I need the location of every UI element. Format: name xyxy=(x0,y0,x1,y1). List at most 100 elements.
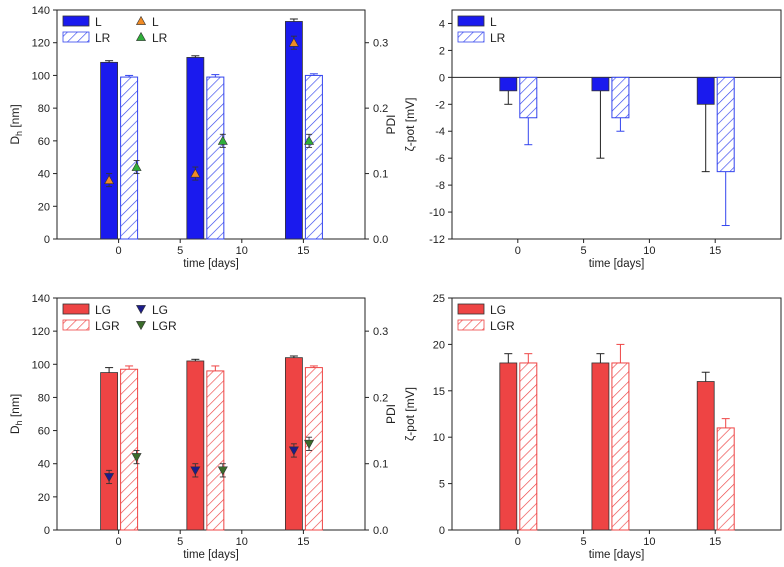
legend-marker-lgr xyxy=(135,321,147,331)
x-tick-label: 15 xyxy=(297,536,309,548)
pdi-marker-lr xyxy=(304,135,315,145)
legend-swatch-lr xyxy=(457,31,485,43)
bar-lg xyxy=(499,362,518,531)
legend-marker-lr xyxy=(135,31,147,41)
y-tick-label: 0 xyxy=(44,525,50,537)
x-axis-label: time [days] xyxy=(589,549,645,561)
y2-tick-label: 0.0 xyxy=(373,234,388,246)
chart-bl: 0 5 10 15 time [days] 0 20 40 60 80 100 120 140 Dh [n… xyxy=(8,293,398,561)
bar-lgr xyxy=(206,370,225,531)
y-tick-label: 40 xyxy=(38,459,50,471)
x-axis-label: time [days] xyxy=(183,258,239,270)
x-tick-label: 0 xyxy=(515,245,521,257)
y-tick-label: 40 xyxy=(38,169,50,181)
bar-lg xyxy=(186,360,205,531)
x-tick-label: 10 xyxy=(643,536,655,548)
y-tick-label: 100 xyxy=(32,70,50,82)
bar-lr xyxy=(716,76,735,173)
legend-swatch-lgr xyxy=(457,319,485,331)
bar-l xyxy=(284,21,303,240)
legend-marker-l xyxy=(135,15,147,25)
y-tick-label: 2 xyxy=(439,45,445,57)
legend-label-lg: LG xyxy=(95,303,111,317)
pdi-marker-l xyxy=(104,174,115,185)
y-tick-label: 60 xyxy=(38,426,50,438)
legend-marker-label-lr: LR xyxy=(152,31,168,45)
legend-marker-label-lg: LG xyxy=(152,303,168,317)
y2-tick-label: 0.3 xyxy=(373,326,388,338)
y-tick-label: 0 xyxy=(439,72,445,84)
y-tick-label: -4 xyxy=(435,126,445,138)
x-axis-label: time [days] xyxy=(589,258,645,270)
y-tick-label: -6 xyxy=(435,153,445,165)
x-tick-label: 5 xyxy=(581,245,587,257)
y2-axis-label: PDI xyxy=(384,114,398,134)
y-axis-label: Dh [nm] xyxy=(8,104,24,144)
pdi-marker-lgr xyxy=(217,466,228,476)
x-tick-label: 0 xyxy=(116,536,122,548)
bar-l xyxy=(591,76,610,92)
bar-lgr xyxy=(519,362,538,531)
x-tick-label: 0 xyxy=(116,245,122,257)
legend-marker-label-lgr: LGR xyxy=(152,319,177,333)
bar-lr xyxy=(519,76,538,119)
y2-tick-label: 0.2 xyxy=(373,103,388,115)
legend-swatch-l xyxy=(457,15,485,27)
x-tick-label: 5 xyxy=(581,536,587,548)
y-tick-label: 140 xyxy=(32,293,50,305)
legend-swatch-l xyxy=(62,15,90,27)
x-tick-label: 15 xyxy=(709,245,721,257)
bar-lr xyxy=(611,76,630,119)
legend-label-lgr: LGR xyxy=(490,319,515,333)
y2-tick-label: 0.2 xyxy=(373,392,388,404)
y-tick-label: -10 xyxy=(429,207,445,219)
y2-tick-label: 0.3 xyxy=(373,38,388,50)
pdi-marker-lr xyxy=(131,161,142,171)
bar-lg xyxy=(591,362,610,531)
legend-label-lr: LR xyxy=(490,31,506,45)
bar-lgr xyxy=(611,362,630,531)
x-tick-label: 5 xyxy=(177,245,183,257)
x-tick-label: 5 xyxy=(177,536,183,548)
y-tick-label: 80 xyxy=(38,392,50,404)
legend-marker-lg xyxy=(135,305,147,315)
chart-br: 0 5 10 15 time [days] 0 5 10 15 20 25 ζ-pot [mV] LG L… xyxy=(403,293,782,561)
x-tick-label: 10 xyxy=(236,245,248,257)
plot-frame xyxy=(451,9,782,240)
legend-swatch-lg xyxy=(62,303,90,315)
pdi-marker-lr xyxy=(217,135,228,145)
pdi-marker-lgr xyxy=(304,439,315,449)
legend-label-lr: LR xyxy=(95,31,111,45)
y-tick-label: 4 xyxy=(439,18,445,30)
y-tick-label: 10 xyxy=(433,432,445,444)
bar-lgr xyxy=(716,427,735,531)
pdi-marker-l xyxy=(288,37,299,47)
y2-tick-label: 0.0 xyxy=(373,525,388,537)
y-tick-label: -2 xyxy=(435,99,445,111)
y-axis-label: ζ-pot [mV] xyxy=(403,387,417,441)
legend-swatch-lgr xyxy=(62,319,90,331)
x-tick-label: 15 xyxy=(709,536,721,548)
y-tick-label: 80 xyxy=(38,103,50,115)
pdi-marker-lg xyxy=(288,446,299,456)
bar-lr xyxy=(120,76,139,240)
y-tick-label: 15 xyxy=(433,386,445,398)
y-tick-label: 20 xyxy=(38,201,50,213)
bar-lgr xyxy=(120,368,139,531)
y-tick-label: -12 xyxy=(429,234,445,246)
legend-label-lg: LG xyxy=(490,303,506,317)
legend-label-lgr: LGR xyxy=(95,319,120,333)
y-tick-label: 20 xyxy=(433,339,445,351)
chart-tl: 0 5 10 15 time [days] 0 20 40 60 80 100 120 140 Dh [n… xyxy=(8,5,398,270)
x-tick-label: 15 xyxy=(297,245,309,257)
bar-l xyxy=(186,57,205,240)
legend-label-l: L xyxy=(95,15,102,29)
y-tick-label: 0 xyxy=(44,234,50,246)
y2-tick-label: 0.1 xyxy=(373,459,388,471)
y-tick-label: 60 xyxy=(38,136,50,148)
y-tick-label: 120 xyxy=(32,326,50,338)
y-axis-label: ζ-pot [mV] xyxy=(403,98,417,152)
y-tick-label: 140 xyxy=(32,5,50,17)
pdi-marker-lgr xyxy=(131,453,142,463)
